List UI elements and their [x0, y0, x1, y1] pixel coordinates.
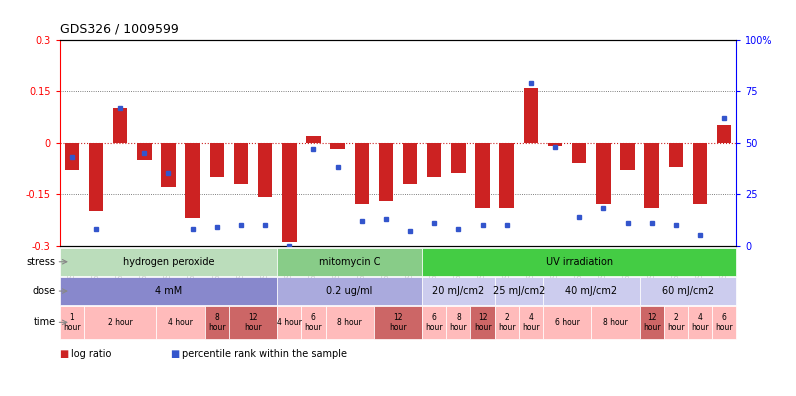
Text: ■: ■ [171, 349, 184, 360]
Bar [137, 143, 151, 160]
Bar [209, 143, 224, 177]
Bar [156, 306, 205, 339]
Bar [306, 136, 321, 143]
Bar [277, 306, 302, 339]
Bar [379, 143, 393, 201]
Bar [494, 277, 543, 305]
Text: 12
hour: 12 hour [389, 313, 407, 332]
Text: log ratio: log ratio [71, 349, 111, 360]
Bar [161, 143, 176, 187]
Bar [60, 277, 277, 305]
Text: hydrogen peroxide: hydrogen peroxide [123, 257, 214, 267]
Bar [693, 143, 708, 204]
Bar [302, 306, 326, 339]
Text: 4 hour: 4 hour [277, 318, 302, 327]
Bar [451, 143, 466, 173]
Bar [374, 306, 422, 339]
Bar [229, 306, 277, 339]
Bar [354, 143, 369, 204]
Bar [645, 143, 659, 208]
Text: 2 hour: 2 hour [107, 318, 132, 327]
Bar [60, 248, 277, 276]
Text: mitomycin C: mitomycin C [319, 257, 380, 267]
Text: 8 hour: 8 hour [603, 318, 628, 327]
Text: 6
hour: 6 hour [716, 313, 733, 332]
Text: 12
hour: 12 hour [244, 313, 262, 332]
Text: 2
hour: 2 hour [667, 313, 685, 332]
Text: 20 mJ/cm2: 20 mJ/cm2 [432, 286, 485, 296]
Bar [422, 277, 494, 305]
Bar [60, 306, 84, 339]
Text: percentile rank within the sample: percentile rank within the sample [182, 349, 347, 360]
Bar [113, 108, 127, 143]
Bar [282, 143, 296, 242]
Text: UV irradiation: UV irradiation [546, 257, 613, 267]
Bar [277, 248, 422, 276]
Bar [596, 143, 611, 204]
Text: ■: ■ [60, 349, 72, 360]
Text: 4
hour: 4 hour [691, 313, 709, 332]
Bar [519, 306, 543, 339]
Bar [64, 143, 79, 170]
Bar [88, 143, 103, 211]
Bar [234, 143, 248, 184]
Bar [620, 143, 635, 170]
Text: 25 mJ/cm2: 25 mJ/cm2 [493, 286, 545, 296]
Bar [422, 248, 736, 276]
Text: 60 mJ/cm2: 60 mJ/cm2 [662, 286, 714, 296]
Bar [548, 143, 562, 146]
Bar [500, 143, 514, 208]
Bar [640, 277, 736, 305]
Bar [712, 306, 736, 339]
Bar [277, 277, 422, 305]
Bar [591, 306, 640, 339]
Text: 40 mJ/cm2: 40 mJ/cm2 [565, 286, 618, 296]
Bar [669, 143, 683, 167]
Text: 4
hour: 4 hour [522, 313, 540, 332]
Text: 6
hour: 6 hour [305, 313, 322, 332]
Bar [494, 306, 519, 339]
Bar [422, 306, 447, 339]
Bar [717, 126, 732, 143]
Bar [258, 143, 272, 198]
Bar [470, 306, 494, 339]
Bar [84, 306, 156, 339]
Bar [447, 306, 470, 339]
Bar [543, 277, 640, 305]
Bar [640, 306, 664, 339]
Text: stress: stress [27, 257, 56, 267]
Bar [524, 88, 538, 143]
Text: 1
hour: 1 hour [63, 313, 80, 332]
Text: 6
hour: 6 hour [425, 313, 443, 332]
Bar [330, 143, 345, 149]
Text: 8
hour: 8 hour [208, 313, 225, 332]
Bar [688, 306, 712, 339]
Bar [572, 143, 587, 163]
Text: 8 hour: 8 hour [338, 318, 362, 327]
Text: dose: dose [33, 286, 56, 296]
Text: 8
hour: 8 hour [450, 313, 467, 332]
Bar [664, 306, 688, 339]
Bar [427, 143, 442, 177]
Text: 6 hour: 6 hour [555, 318, 579, 327]
Text: 2
hour: 2 hour [498, 313, 516, 332]
Bar [403, 143, 417, 184]
Text: 12
hour: 12 hour [474, 313, 491, 332]
Bar [543, 306, 591, 339]
Text: 4 hour: 4 hour [168, 318, 193, 327]
Text: 0.2 ug/ml: 0.2 ug/ml [326, 286, 373, 296]
Text: 12
hour: 12 hour [643, 313, 661, 332]
Bar [185, 143, 200, 218]
Bar [475, 143, 490, 208]
Bar [205, 306, 229, 339]
Text: time: time [33, 317, 56, 327]
Text: 4 mM: 4 mM [154, 286, 182, 296]
Text: GDS326 / 1009599: GDS326 / 1009599 [60, 23, 178, 36]
Bar [326, 306, 374, 339]
